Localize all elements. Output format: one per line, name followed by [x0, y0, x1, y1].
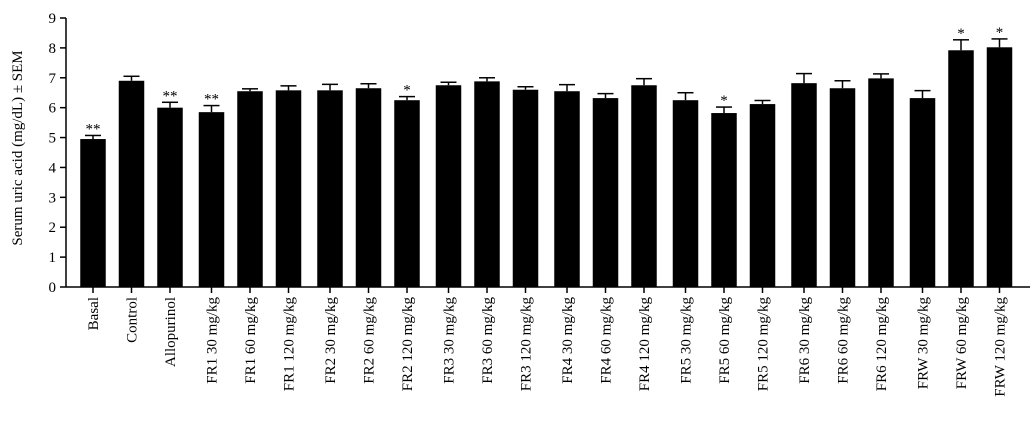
x-category-label: Basal — [86, 297, 102, 330]
x-category-label: FR2 120 mg/kg — [400, 297, 416, 392]
bar — [948, 50, 974, 287]
significance-label: * — [996, 25, 1004, 41]
significance-label: ** — [204, 92, 219, 108]
bar — [592, 98, 619, 287]
x-category-label: FR6 120 mg/kg — [874, 297, 890, 392]
x-category-label: FRW 30 mg/kg — [916, 297, 932, 390]
y-tick-label: 2 — [49, 220, 57, 236]
bar — [512, 89, 539, 287]
bar — [80, 139, 106, 287]
x-category-label: FR2 60 mg/kg — [362, 297, 378, 384]
x-category-label: Allopurinol — [163, 297, 179, 367]
x-category-label: FRW 120 mg/kg — [993, 297, 1009, 397]
x-category-label: FR3 120 mg/kg — [519, 297, 535, 392]
x-axis: Basal Control Allopurinol FR1 30 mg/kg FR1 6… — [66, 286, 1030, 397]
bar — [909, 98, 936, 287]
bar — [317, 90, 343, 287]
x-category-label: FR2 30 mg/kg — [323, 297, 339, 384]
x-category-label: FR1 30 mg/kg — [205, 297, 221, 384]
x-category-label: FR1 120 mg/kg — [282, 297, 298, 392]
y-tick-label: 4 — [49, 160, 57, 176]
x-category-label: FR4 60 mg/kg — [599, 297, 615, 384]
y-tick-label: 1 — [49, 250, 57, 266]
significance-label: ** — [163, 88, 178, 104]
y-tick-label: 9 — [49, 11, 57, 27]
x-category-label: FR3 60 mg/kg — [480, 297, 496, 384]
bar — [631, 85, 657, 287]
y-tick-label: 6 — [49, 101, 57, 117]
x-category-label: FR4 30 mg/kg — [560, 297, 576, 384]
bars-group — [80, 47, 1013, 288]
bar — [986, 47, 1013, 288]
y-axis: 0 1 2 3 4 5 6 7 8 9 — [49, 11, 67, 296]
x-category-label: FR5 120 mg/kg — [756, 297, 772, 392]
bar — [749, 104, 776, 287]
x-category-label: Control — [125, 297, 141, 343]
x-category-label: FR4 120 mg/kg — [637, 297, 653, 392]
bar — [237, 91, 263, 287]
significance-label: * — [957, 26, 965, 42]
x-category-label: FRW 60 mg/kg — [954, 297, 970, 390]
bar — [474, 81, 500, 287]
x-category-label: FR6 30 mg/kg — [797, 297, 813, 384]
bar — [157, 107, 183, 288]
y-tick-label: 7 — [49, 71, 57, 87]
x-category-label: FR5 60 mg/kg — [717, 297, 733, 384]
bar — [554, 91, 580, 287]
significance-label: * — [720, 93, 728, 109]
x-category-label: FR5 30 mg/kg — [679, 297, 695, 384]
y-tick-label: 5 — [49, 131, 57, 147]
y-axis-title: Serum uric acid (mg/dL) ± SEM — [10, 50, 26, 245]
y-tick-label: 8 — [49, 41, 57, 57]
y-tick-label: 3 — [49, 190, 57, 206]
bar — [198, 112, 225, 288]
bar — [275, 90, 302, 287]
significance-labels-group: **** ***** * — [86, 25, 1004, 138]
x-category-label: FR1 60 mg/kg — [243, 297, 259, 384]
bar — [711, 113, 737, 288]
bar — [394, 100, 420, 287]
x-category-label: FR3 30 mg/kg — [442, 297, 458, 384]
y-tick-label: 0 — [49, 280, 57, 296]
bar — [355, 88, 382, 287]
bar — [868, 78, 894, 288]
bar — [435, 85, 462, 287]
bar — [672, 100, 699, 287]
bar — [791, 83, 817, 287]
significance-label: ** — [86, 121, 101, 137]
error-bars-group — [85, 38, 1008, 140]
bar — [829, 88, 856, 287]
x-category-label: FR6 60 mg/kg — [836, 297, 852, 384]
significance-label: * — [403, 83, 411, 99]
bar — [118, 80, 145, 288]
